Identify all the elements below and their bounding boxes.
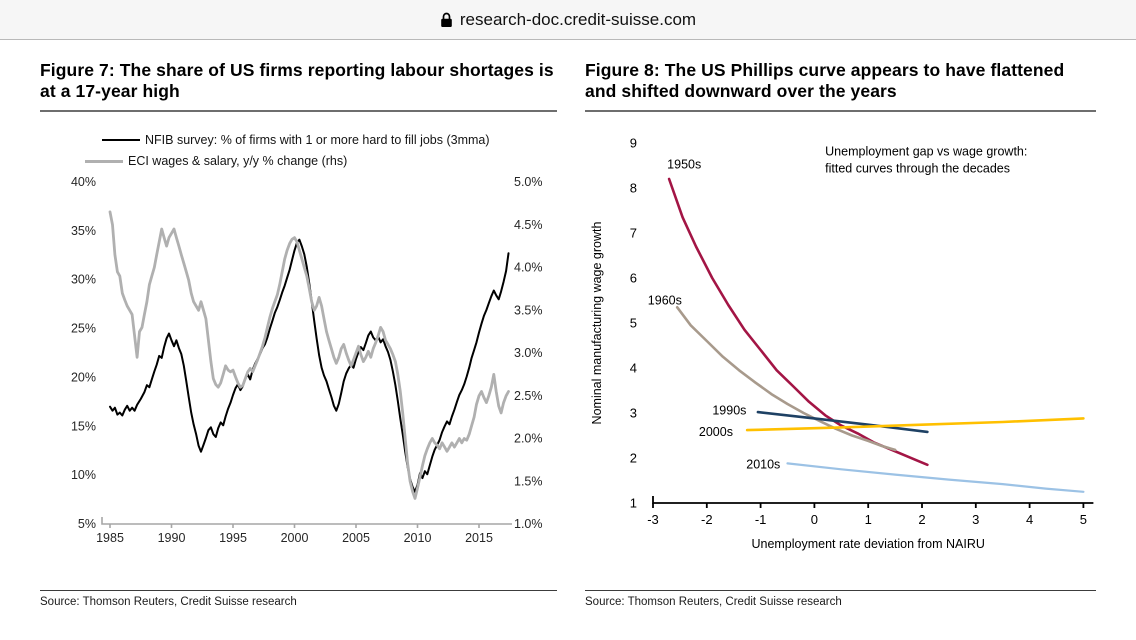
fig8-y-axis-title: Nominal manufacturing wage growth xyxy=(590,221,604,424)
fig7-left-tick-label: 15% xyxy=(71,419,96,433)
fig8-y-tick-label: 7 xyxy=(630,225,637,240)
fig7-x-tick-label: 1990 xyxy=(158,531,186,545)
browser-address-bar: research-doc.credit-suisse.com xyxy=(0,0,1136,40)
fig7-x-tick-label: 1985 xyxy=(96,531,124,545)
decade-label-2010s: 2010s xyxy=(746,457,780,471)
fig8-y-tick-label: 6 xyxy=(630,270,637,285)
decade-label-1950s: 1950s xyxy=(667,157,701,171)
fig8-y-tick-label: 3 xyxy=(630,405,637,420)
decade-label-1990s: 1990s xyxy=(712,403,746,417)
fig8-x-tick-label: 3 xyxy=(972,512,979,527)
fig7-right-tick-label: 3.0% xyxy=(514,346,543,360)
fig7-left-tick-label: 35% xyxy=(71,224,96,238)
fig8-x-axis xyxy=(652,495,1094,504)
figure-8-chart-area: 9 8 7 6 5 4 3 2 1 Nominal manufacturing wage grow… xyxy=(585,118,1096,560)
figure-7-chart-area: 1985 1990 1995 2000 2005 2010 2015 40% 35% 30% 25%… xyxy=(40,172,557,556)
fig7-left-tick-label: 30% xyxy=(71,272,96,286)
figure-8-chart: 9 8 7 6 5 4 3 2 1 Nominal manufacturing wage grow… xyxy=(590,135,1094,551)
decade-label-1960s: 1960s xyxy=(648,293,682,307)
figure-7-title: Figure 7: The share of US firms reportin… xyxy=(40,60,557,112)
fig8-y-tick-label: 1 xyxy=(630,495,637,510)
url-chip[interactable]: research-doc.credit-suisse.com xyxy=(440,10,696,30)
series-eci-wages-salary xyxy=(108,210,510,500)
fig7-right-tick-label: 1.5% xyxy=(514,474,543,488)
fig8-y-tick-label: 4 xyxy=(630,360,637,375)
fig8-y-tick-label: 9 xyxy=(630,135,637,150)
nfib-line-swatch xyxy=(102,139,140,142)
fig7-left-tick-label: 40% xyxy=(71,175,96,189)
fig8-x-tick-label: -2 xyxy=(701,512,713,527)
figure-7: Figure 7: The share of US firms reportin… xyxy=(40,60,557,608)
series-1960s xyxy=(675,305,897,451)
nfib-legend-label: NFIB survey: % of firms with 1 or more h… xyxy=(145,133,490,148)
fig7-x-axis xyxy=(101,516,512,525)
figure-8: Figure 8: The US Phillips curve appears … xyxy=(585,60,1096,608)
lock-icon xyxy=(440,12,453,28)
figure-7-legend: NFIB survey: % of firms with 1 or more h… xyxy=(40,130,557,172)
fig7-left-tick-label: 5% xyxy=(78,517,96,531)
series-2000s xyxy=(745,416,1085,432)
fig7-x-tick-label: 2005 xyxy=(342,531,370,545)
fig8-y-tick-label: 8 xyxy=(630,180,637,195)
fig8-y-tick-label: 2 xyxy=(630,450,637,465)
fig8-annotation: fitted curves through the decades xyxy=(825,161,1010,175)
legend-item-nfib: NFIB survey: % of firms with 1 or more h… xyxy=(102,130,557,151)
eci-line-swatch xyxy=(85,159,123,163)
fig7-x-tick-label: 2015 xyxy=(465,531,493,545)
fig7-left-tick-label: 20% xyxy=(71,370,96,384)
fig7-right-tick-label: 2.5% xyxy=(514,388,543,402)
fig7-right-tick-label: 4.5% xyxy=(514,217,543,231)
fig7-right-tick-label: 1.0% xyxy=(514,517,543,531)
url-text: research-doc.credit-suisse.com xyxy=(459,9,697,29)
series-1950s xyxy=(667,177,929,466)
legend-item-eci: ECI wages & salary, y/y % change (rhs) xyxy=(85,151,557,172)
fig7-right-tick-label: 5.0% xyxy=(514,175,543,189)
fig7-right-tick-label: 2.0% xyxy=(514,431,543,445)
fig8-x-tick-label: 5 xyxy=(1080,512,1087,527)
fig7-x-tick-label: 2000 xyxy=(281,531,309,545)
fig7-left-tick-label: 10% xyxy=(71,468,96,482)
figure-8-source: Source: Thomson Reuters, Credit Suisse r… xyxy=(585,590,1096,608)
fig8-x-tick-label: 0 xyxy=(811,512,818,527)
fig7-x-tick-label: 1995 xyxy=(219,531,247,545)
figure-7-source: Source: Thomson Reuters, Credit Suisse r… xyxy=(40,590,557,608)
fig8-y-tick-label: 5 xyxy=(630,315,637,330)
series-1990s xyxy=(756,410,929,433)
series-2010s xyxy=(786,461,1085,493)
series-nfib-survey xyxy=(109,238,510,493)
figure-8-title: Figure 8: The US Phillips curve appears … xyxy=(585,60,1096,112)
decade-label-2000s: 2000s xyxy=(699,425,733,439)
fig8-x-axis-title: Unemployment rate deviation from NAIRU xyxy=(751,537,984,551)
fig7-right-tick-label: 4.0% xyxy=(514,260,543,274)
fig8-x-tick-label: 1 xyxy=(865,512,872,527)
fig8-x-tick-label: 2 xyxy=(918,512,925,527)
fig8-annotation: Unemployment gap vs wage growth: xyxy=(825,144,1027,158)
fig8-x-tick-label: -1 xyxy=(755,512,767,527)
fig7-right-tick-label: 3.5% xyxy=(514,303,543,317)
page-content: Figure 7: The share of US firms reportin… xyxy=(0,40,1136,608)
eci-legend-label: ECI wages & salary, y/y % change (rhs) xyxy=(128,154,348,169)
fig7-left-tick-label: 25% xyxy=(71,321,96,335)
fig8-x-tick-label: -3 xyxy=(647,512,659,527)
fig7-x-tick-label: 2010 xyxy=(404,531,432,545)
fig8-x-tick-label: 4 xyxy=(1026,512,1033,527)
figure-7-chart: 1985 1990 1995 2000 2005 2010 2015 40% 35% 30% 25%… xyxy=(71,175,543,545)
